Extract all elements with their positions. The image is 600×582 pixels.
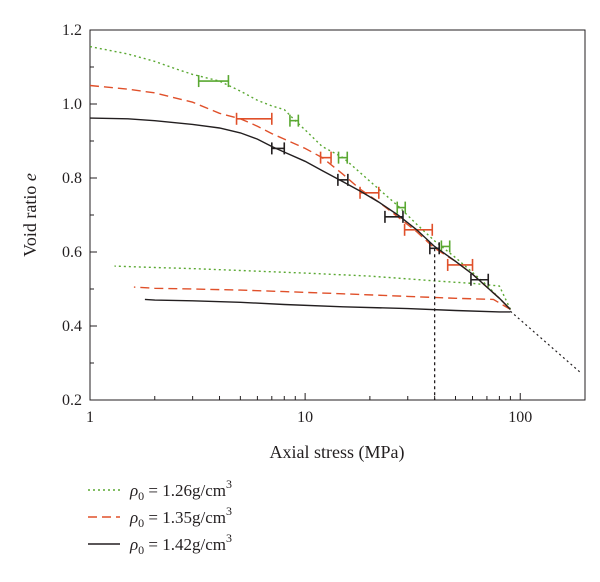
legend-item-rho142: ρ0 = 1.42g/cm3: [88, 531, 232, 557]
unloading-curve-rho135: [133, 286, 511, 311]
y-axis-title-main: Void ratio: [20, 181, 40, 257]
legend-item-rho135: ρ0 = 1.35g/cm3: [88, 504, 232, 530]
error-bar-rho142: [470, 273, 490, 286]
y-tick-label: 0.6: [62, 244, 82, 261]
legend-label-lhs: ρ: [129, 535, 138, 554]
legend-label-sup: 3: [226, 531, 232, 545]
error-bar-rho142: [337, 173, 349, 186]
y-axis-title-variable: e: [20, 173, 40, 181]
unloading-curve-rho126: [114, 265, 512, 310]
ticks-layer: 1 10 100 0.2 0.4 0.6 0.8 1.0 1.2: [62, 22, 586, 426]
legend-label-sub: 0: [138, 543, 144, 557]
series-rho142: [89, 117, 511, 313]
error-bar-rho126: [197, 75, 230, 88]
series-rho126: [89, 45, 512, 310]
legend-label-sub: 0: [138, 489, 144, 503]
x-tick-label: 1: [86, 409, 94, 426]
legend-label-sub: 0: [138, 516, 144, 530]
y-tick-label: 0.4: [62, 318, 82, 335]
y-tick-label: 1.2: [62, 22, 82, 39]
x-tick-label: 10: [297, 409, 313, 426]
y-tick-label: 0.8: [62, 170, 82, 187]
legend-label: ρ0 = 1.42g/cm3: [129, 531, 232, 557]
legend-label-value: 1.42: [162, 535, 192, 554]
legend-label-sup: 3: [226, 504, 232, 518]
legend-label-value: 1.26: [162, 481, 192, 500]
legend-label-sup: 3: [226, 477, 232, 491]
error-bar-rho126: [440, 240, 451, 253]
legend-label-lhs: ρ: [129, 481, 138, 500]
legend-label-unit: g/cm: [192, 508, 226, 527]
error-bar-rho135: [403, 223, 434, 236]
legend-label: ρ0 = 1.35g/cm3: [129, 504, 232, 530]
y-tick-label: 0.2: [62, 392, 82, 409]
loading-curve-rho126: [89, 45, 511, 310]
loading-curve-rho135: [89, 84, 511, 310]
error-bar-rho126: [396, 201, 407, 214]
x-tick-label: 100: [508, 409, 532, 426]
legend-item-rho126: ρ0 = 1.26g/cm3: [88, 477, 232, 503]
legend-label-unit: g/cm: [192, 481, 226, 500]
legend-label: ρ0 = 1.26g/cm3: [129, 477, 232, 503]
error-bar-rho126: [337, 151, 349, 164]
unloading-curve-rho142: [144, 298, 511, 313]
error-bar-rho135: [319, 151, 332, 164]
legend-label-unit: g/cm: [192, 535, 226, 554]
x-axis-title: Axial stress (MPa): [270, 442, 405, 463]
extrapolation-line: [510, 310, 581, 373]
y-axis-title: Void ratio e: [20, 173, 40, 257]
legend-label-eq: =: [144, 535, 162, 554]
legend-label-eq: =: [144, 481, 162, 500]
plot-frame: [89, 29, 586, 401]
y-tick-label: 1.0: [62, 96, 82, 113]
series-layer: [89, 45, 581, 400]
legend-label-lhs: ρ: [129, 508, 138, 527]
loading-curve-rho142: [89, 117, 511, 310]
error-bar-rho142: [270, 142, 286, 155]
error-bar-rho135: [235, 112, 273, 125]
series-rho135: [89, 84, 511, 311]
legend-label-eq: =: [144, 508, 162, 527]
legend-label-value: 1.35: [162, 508, 192, 527]
error-bar-rho142: [384, 210, 404, 223]
error-bar-rho126: [289, 114, 300, 127]
